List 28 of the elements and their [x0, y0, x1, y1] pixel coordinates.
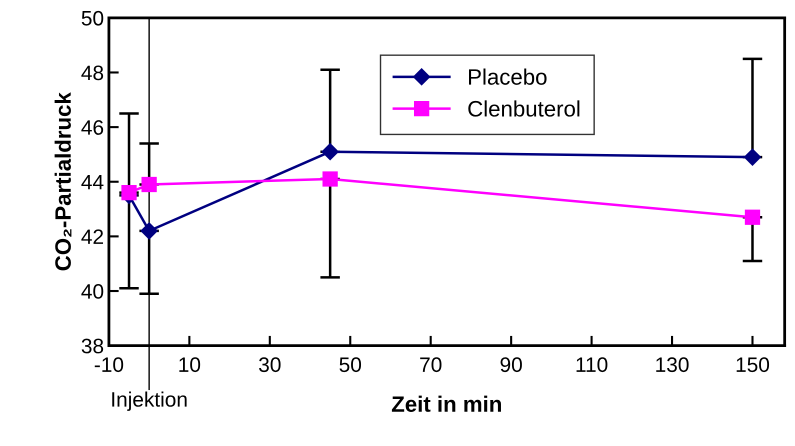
point	[744, 148, 762, 166]
y-tick-label: 38	[82, 338, 104, 354]
x-tick-label: 50	[340, 357, 362, 372]
point	[744, 210, 760, 225]
point	[142, 176, 157, 192]
legend-label: Clenbuterol	[468, 100, 580, 117]
y-tick-label: 42	[81, 229, 104, 244]
point	[121, 185, 137, 200]
y-tick-label: 44	[81, 174, 104, 190]
y-tick-label: 40	[81, 284, 104, 299]
x-tick-label: 70	[420, 357, 442, 372]
point	[140, 222, 158, 240]
y-axis-title: CO₂-Partialdruck	[54, 92, 72, 270]
x-tick-label: 130	[656, 357, 689, 372]
point	[322, 171, 338, 187]
x-tick-label: 10	[179, 357, 200, 372]
x-tick-label: 30	[259, 357, 281, 372]
y-tick-label: 48	[81, 65, 104, 80]
ref-line-label: Injektion	[112, 391, 187, 411]
y-tick-label: 46	[81, 120, 104, 135]
y-tick-label: 50	[82, 10, 104, 26]
x-tick-label: 110	[576, 357, 608, 372]
legend-label: Placebo	[469, 68, 547, 85]
x-tick-label: 150	[736, 357, 770, 372]
x-axis-title: Zeit in min	[392, 396, 501, 412]
x-tick-label: 90	[500, 357, 522, 372]
point	[322, 143, 339, 160]
x-tick-label: -10	[94, 357, 124, 372]
